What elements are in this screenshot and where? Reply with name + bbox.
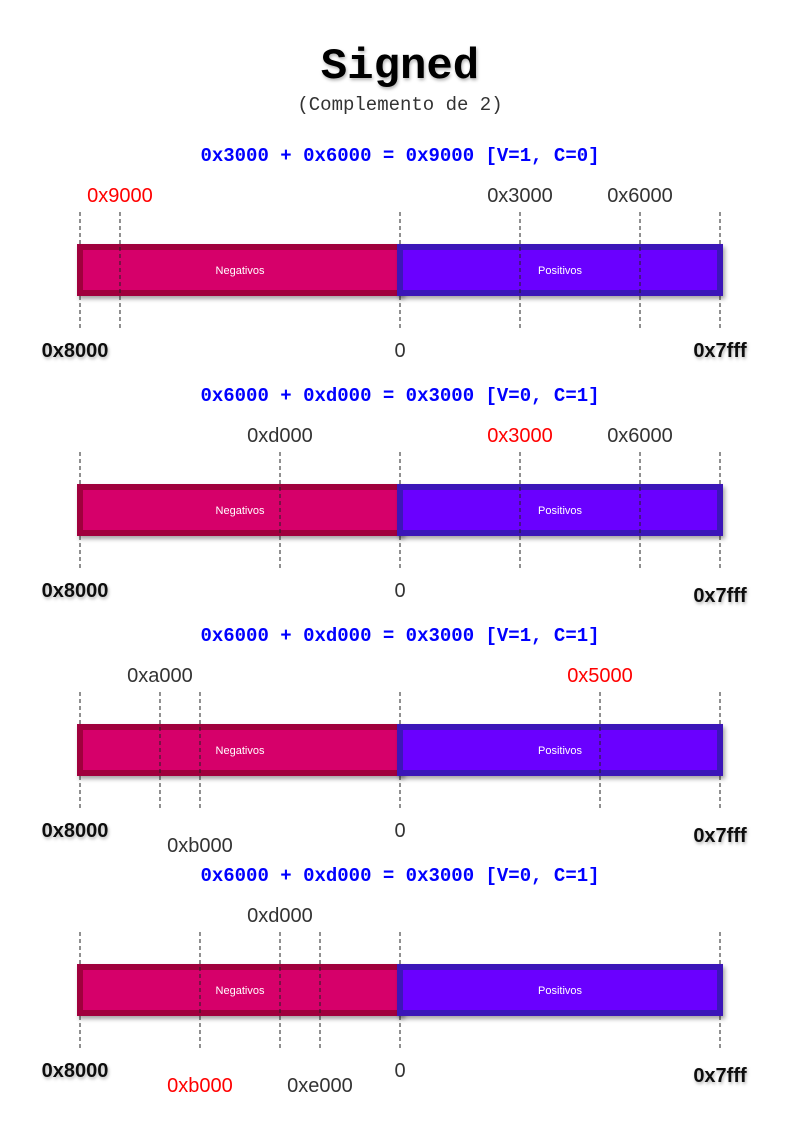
equation-label: 0x6000 + 0xd000 = 0x3000 [V=0, C=1] <box>200 385 599 407</box>
page-subtitle: (Complemento de 2) <box>297 94 502 116</box>
positive-segment <box>397 484 723 536</box>
diagram-2: 0x6000 + 0xd000 = 0x3000 [V=0, C=1] Negat… <box>42 385 747 607</box>
marker-label: 0x3000 <box>487 185 553 207</box>
max-value-label: 0x7fff <box>693 340 747 362</box>
min-value-label: 0x8000 <box>42 820 109 842</box>
diagram-1: 0x3000 + 0x6000 = 0x9000 [V=1, C=0] Negat… <box>42 145 747 362</box>
diagram-3: 0x6000 + 0xd000 = 0x3000 [V=1, C=1] Negat… <box>42 625 747 857</box>
positive-segment-label: Positivos <box>538 745 583 757</box>
result-marker-label: 0x5000 <box>567 665 633 687</box>
marker-label: 0x6000 <box>607 185 673 207</box>
negative-segment-label: Negativos <box>216 265 265 277</box>
zero-label: 0 <box>394 340 405 362</box>
page-title: Signed <box>321 42 479 92</box>
marker-label: 0xb000 <box>167 835 233 857</box>
min-value-label: 0x8000 <box>42 340 109 362</box>
positive-segment-label: Positivos <box>538 505 583 517</box>
equation-label: 0x6000 + 0xd000 = 0x3000 [V=1, C=1] <box>200 625 599 647</box>
positive-segment <box>397 964 723 1016</box>
diagram-list: 0x3000 + 0x6000 = 0x9000 [V=1, C=0] Negat… <box>42 145 747 1097</box>
zero-label: 0 <box>394 580 405 602</box>
equation-label: 0x3000 + 0x6000 = 0x9000 [V=1, C=0] <box>200 145 599 167</box>
negative-segment <box>77 724 403 776</box>
marker-label: 0x6000 <box>607 425 673 447</box>
marker-label: 0xe000 <box>287 1075 353 1097</box>
max-value-label: 0x7fff <box>693 585 747 607</box>
marker-label: 0xd000 <box>247 905 313 927</box>
negative-segment-label: Negativos <box>216 985 265 997</box>
min-value-label: 0x8000 <box>42 1060 109 1082</box>
diagram-4: 0x6000 + 0xd000 = 0x3000 [V=0, C=1] Negat… <box>42 865 747 1097</box>
min-value-label: 0x8000 <box>42 580 109 602</box>
negative-segment-label: Negativos <box>216 745 265 757</box>
result-marker-label: 0x9000 <box>87 185 153 207</box>
positive-segment <box>397 244 723 296</box>
result-marker-label: 0xb000 <box>167 1075 233 1097</box>
marker-label: 0xd000 <box>247 425 313 447</box>
max-value-label: 0x7fff <box>693 1065 747 1087</box>
marker-label: 0xa000 <box>127 665 193 687</box>
zero-label: 0 <box>394 1060 405 1082</box>
max-value-label: 0x7fff <box>693 825 747 847</box>
zero-label: 0 <box>394 820 405 842</box>
equation-label: 0x6000 + 0xd000 = 0x3000 [V=0, C=1] <box>200 865 599 887</box>
positive-segment-label: Positivos <box>538 265 583 277</box>
negative-segment-label: Negativos <box>216 505 265 517</box>
result-marker-label: 0x3000 <box>487 425 553 447</box>
positive-segment-label: Positivos <box>538 985 583 997</box>
positive-segment <box>397 724 723 776</box>
